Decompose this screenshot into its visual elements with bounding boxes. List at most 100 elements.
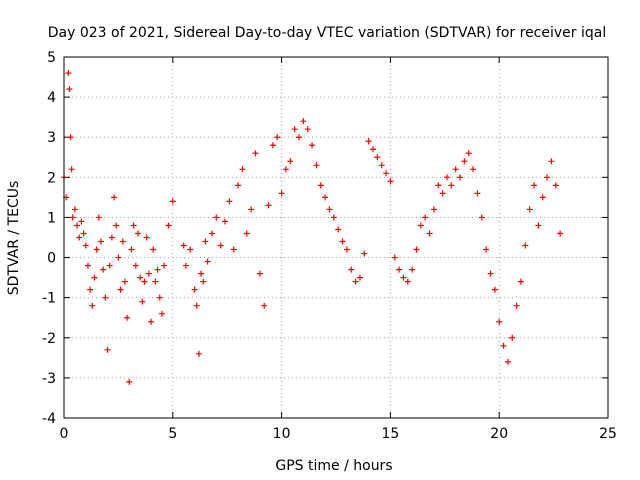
data-point xyxy=(137,274,144,281)
data-point xyxy=(417,222,424,229)
data-point xyxy=(452,166,459,173)
data-point xyxy=(343,246,350,253)
data-point xyxy=(461,158,468,165)
y-tick-label: 1 xyxy=(47,210,56,226)
data-point xyxy=(522,242,529,249)
data-point xyxy=(191,286,198,293)
data-point xyxy=(82,242,89,249)
data-point xyxy=(335,226,342,233)
data-point xyxy=(143,234,150,241)
data-point xyxy=(365,138,372,145)
data-point xyxy=(470,166,477,173)
data-point xyxy=(269,142,276,149)
data-point xyxy=(235,182,242,189)
data-point xyxy=(535,222,542,229)
data-point xyxy=(504,358,511,365)
data-point xyxy=(169,198,176,205)
data-point xyxy=(87,286,94,293)
data-point xyxy=(130,222,137,229)
y-tick-label: -4 xyxy=(42,411,56,427)
data-point xyxy=(187,246,194,253)
data-point xyxy=(413,246,420,253)
data-point xyxy=(304,126,311,133)
data-point xyxy=(383,170,390,177)
data-point xyxy=(222,218,229,225)
y-tick-label: 2 xyxy=(47,170,56,186)
data-point xyxy=(150,246,157,253)
data-point xyxy=(369,146,376,153)
data-point xyxy=(104,346,111,353)
data-point xyxy=(404,278,411,285)
data-point xyxy=(71,206,78,213)
data-point xyxy=(198,270,205,277)
data-point xyxy=(443,174,450,181)
y-tick-label: 0 xyxy=(47,251,56,267)
axis-ticks: 0 5 10 15 20 25 -4 -3 -2 -1 0 1 2 3 4 5 xyxy=(42,50,617,442)
x-tick-label: 15 xyxy=(381,426,399,442)
data-point xyxy=(213,214,220,221)
data-point xyxy=(65,70,72,77)
y-tick-label: -1 xyxy=(42,291,56,307)
data-point xyxy=(474,190,481,197)
data-point xyxy=(134,230,141,237)
data-point xyxy=(426,230,433,237)
data-points xyxy=(61,70,564,385)
data-point xyxy=(74,222,81,229)
data-point xyxy=(483,246,490,253)
data-point xyxy=(195,350,202,357)
data-point xyxy=(243,230,250,237)
data-point xyxy=(113,222,120,229)
data-point xyxy=(69,214,76,221)
data-point xyxy=(208,230,215,237)
data-point xyxy=(374,154,381,161)
data-point xyxy=(448,182,455,189)
x-tick-label: 10 xyxy=(273,426,291,442)
data-point xyxy=(487,270,494,277)
data-point xyxy=(465,150,472,157)
data-point xyxy=(457,174,464,181)
data-point xyxy=(139,298,146,305)
data-point xyxy=(409,266,416,273)
y-tick-label: 5 xyxy=(47,50,56,66)
data-point xyxy=(128,246,135,253)
data-point xyxy=(544,174,551,181)
data-point xyxy=(156,294,163,301)
data-point xyxy=(108,234,115,241)
data-point xyxy=(161,262,168,269)
data-point xyxy=(230,246,237,253)
data-point xyxy=(509,334,516,341)
data-point xyxy=(531,182,538,189)
x-tick-label: 0 xyxy=(60,426,69,442)
data-point xyxy=(67,134,74,141)
data-point xyxy=(100,266,107,273)
data-point xyxy=(396,266,403,273)
data-point xyxy=(180,242,187,249)
data-point xyxy=(145,270,152,277)
data-point xyxy=(152,278,159,285)
data-point xyxy=(119,238,126,245)
data-point xyxy=(165,222,172,229)
data-point xyxy=(478,214,485,221)
data-point xyxy=(261,302,268,309)
data-point xyxy=(111,194,118,201)
data-point xyxy=(80,230,87,237)
data-point xyxy=(352,278,359,285)
y-tick-label: 4 xyxy=(47,90,56,106)
data-point xyxy=(154,266,161,273)
data-point xyxy=(124,314,131,321)
data-point xyxy=(148,318,155,325)
y-tick-label: -2 xyxy=(42,331,56,347)
data-point xyxy=(115,254,122,261)
data-point xyxy=(313,162,320,169)
data-point xyxy=(97,238,104,245)
data-point xyxy=(239,166,246,173)
data-point xyxy=(526,206,533,213)
data-point xyxy=(387,178,394,185)
data-point xyxy=(121,278,128,285)
data-point xyxy=(278,190,285,197)
chart-title: Day 023 of 2021, Sidereal Day-to-day VTE… xyxy=(48,25,606,41)
data-point xyxy=(182,262,189,269)
data-point xyxy=(91,274,98,281)
data-point xyxy=(330,214,337,221)
